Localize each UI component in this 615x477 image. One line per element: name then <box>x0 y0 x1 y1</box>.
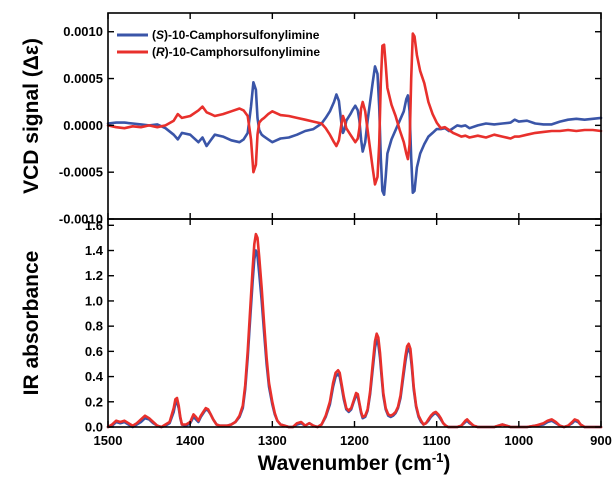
x-tick-label: 1100 <box>423 433 451 448</box>
ir-y-axis-title: IR absorbance <box>20 251 43 396</box>
ir-series-r-line <box>106 232 603 429</box>
x-axis-title: Wavenumber (cm-1) <box>258 450 451 475</box>
ir-y-tick-label: 0.8 <box>85 319 103 334</box>
ir-y-tick-label: 1.0 <box>85 293 103 308</box>
vcd-y-tick-label: -0.0010 <box>59 212 103 227</box>
x-tick-label: 1400 <box>176 433 205 448</box>
x-tick-label: 1500 <box>94 433 123 448</box>
ir-y-tick-label: 0.0 <box>85 420 103 435</box>
ir-y-tick-label: 1.6 <box>85 218 103 233</box>
vcd-y-tick-label: 0.0000 <box>63 118 103 133</box>
x-tick-label: 900 <box>590 433 612 448</box>
ir-axis-ticks: 0.0 0.2 0.4 0.6 0.8 1.0 1.2 1.4 1.6 1500 1400 1300 1… <box>85 218 612 448</box>
vcd-panel: -0.0010 -0.0005 0.0000 0.0005 0.0010 VCD sig… <box>20 12 603 227</box>
vcd-series-s-line <box>106 65 603 196</box>
ir-y-tick-label: 0.2 <box>85 394 103 409</box>
x-tick-label: 1300 <box>258 433 287 448</box>
vcd-y-axis-title: VCD signal (Δε) <box>20 38 43 194</box>
ir-y-tick-label: 1.2 <box>85 268 103 283</box>
vcd-y-tick-label: 0.0010 <box>63 24 103 39</box>
vcd-series-group <box>106 32 603 196</box>
vcd-y-tick-label: -0.0005 <box>59 165 103 180</box>
legend-label-r: (R)-10-Camphorsulfonylimine <box>152 45 320 59</box>
ir-series-group <box>106 232 603 429</box>
ir-y-tick-label: 0.4 <box>85 369 104 384</box>
vcd-series-r-line <box>106 32 603 186</box>
vcd-y-tick-label: 0.0005 <box>63 71 103 86</box>
vcd-plot-frame <box>107 12 602 220</box>
ir-panel: 0.0 0.2 0.4 0.6 0.8 1.0 1.2 1.4 1.6 1500 1400 1300 1… <box>20 218 612 475</box>
vcd-y-ticks: -0.0010 -0.0005 0.0000 0.0005 0.0010 <box>59 13 602 227</box>
legend-label-s: (S)-10-Camphorsulfonylimine <box>152 28 320 42</box>
x-tick-label: 1200 <box>340 433 369 448</box>
ir-y-tick-label: 1.4 <box>85 243 104 258</box>
x-tick-label: 1000 <box>504 433 533 448</box>
legend: (S)-10-Camphorsulfonylimine (R)-10-Camph… <box>117 28 320 59</box>
ir-y-tick-label: 0.6 <box>85 344 103 359</box>
